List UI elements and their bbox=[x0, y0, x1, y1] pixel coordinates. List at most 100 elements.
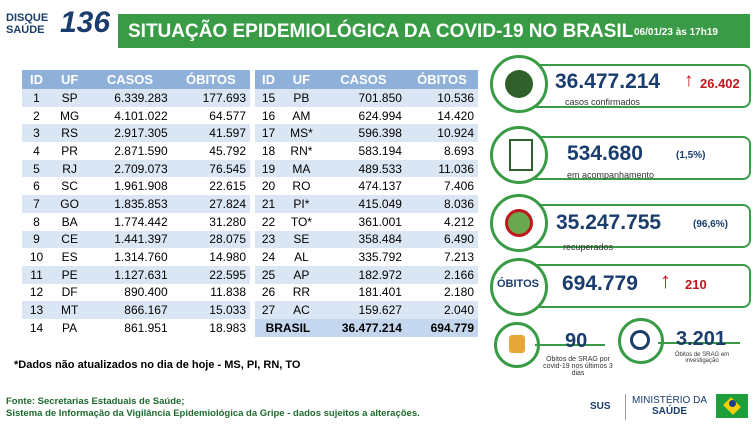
table-cell: 10.536 bbox=[405, 89, 478, 107]
table-row: 9 CE 1.441.397 28.075 bbox=[22, 230, 250, 249]
table-cell: AP bbox=[282, 265, 321, 284]
icon-srag bbox=[494, 322, 540, 368]
column-header: UF bbox=[51, 70, 89, 89]
table-row: 26 RR 181.401 2.180 bbox=[255, 284, 478, 302]
icon-recovered bbox=[490, 194, 548, 252]
table-cell: 1.835.853 bbox=[88, 195, 172, 213]
logo: DISQUE SAÚDE bbox=[6, 12, 48, 36]
table-cell: 1.961.908 bbox=[114, 179, 168, 194]
table-row: 27 AC 159.627 2.040 bbox=[255, 301, 478, 319]
icon-investigation bbox=[618, 318, 664, 364]
table-cell: 14.420 bbox=[437, 108, 474, 123]
table-cell: 20 bbox=[261, 179, 276, 194]
table-cell: SC bbox=[61, 179, 78, 194]
total-label: BRASIL bbox=[255, 318, 321, 337]
table-cell: AL bbox=[294, 250, 309, 265]
table-cell: 8 bbox=[33, 214, 40, 229]
table-row: 18 RN* 583.194 8.693 bbox=[255, 142, 478, 160]
table-cell: 7.213 bbox=[443, 250, 474, 265]
table-cell: 19 bbox=[255, 159, 283, 178]
table-cell: 596.398 bbox=[320, 124, 406, 143]
table-cell: 4 bbox=[33, 143, 40, 158]
table-cell: PA bbox=[62, 320, 78, 335]
recovered-percent: (96,6%) bbox=[693, 219, 729, 230]
table-cell: 64.577 bbox=[209, 108, 246, 123]
srag-value: 90 bbox=[565, 330, 588, 352]
table-cell: 76.545 bbox=[171, 159, 250, 178]
table-cell: 890.400 bbox=[124, 285, 168, 300]
table-left: ID UF CASOS ÓBITOS 1 SP 6.339.283 177.693 2 MG 4.1… bbox=[22, 70, 250, 337]
table-cell: 12 bbox=[29, 285, 44, 300]
table-cell: 27 bbox=[255, 301, 283, 319]
source: Fonte: Secretarias Estaduais de Saúde; S… bbox=[6, 396, 420, 420]
table-cell: PR bbox=[61, 143, 78, 158]
table-row: 16 AM 624.994 14.420 bbox=[255, 107, 478, 125]
table-cell: GO bbox=[51, 195, 89, 213]
table-cell: 18.983 bbox=[209, 320, 246, 335]
table-cell: MA bbox=[282, 159, 321, 178]
table-cell: 159.627 bbox=[320, 301, 406, 319]
table-cell: 489.533 bbox=[320, 159, 406, 178]
table-row: 19 MA 489.533 11.036 bbox=[255, 159, 478, 178]
table-row: 1 SP 6.339.283 177.693 bbox=[22, 89, 250, 107]
table-cell: 2.180 bbox=[443, 285, 474, 300]
table-cell: 1.127.631 bbox=[88, 265, 172, 284]
column-header: CASOS bbox=[88, 70, 172, 89]
table-cell: BA bbox=[61, 214, 78, 229]
header-row: ID UF CASOS ÓBITOS bbox=[22, 70, 250, 89]
table-cell: 583.194 bbox=[358, 143, 402, 158]
header-row: ID UF CASOS ÓBITOS bbox=[255, 70, 478, 89]
table-cell: RN* bbox=[290, 143, 313, 158]
column-header: ÓBITOS bbox=[405, 70, 478, 89]
table-cell: 11 bbox=[22, 265, 52, 284]
table-cell: 18 bbox=[261, 143, 276, 158]
note: *Dados não atualizados no dia de hoje - … bbox=[14, 359, 301, 371]
table-row: 15 PB 701.850 10.536 bbox=[255, 89, 478, 107]
recovered-value: 35.247.755 bbox=[556, 211, 662, 234]
table-cell: 7.406 bbox=[443, 179, 474, 194]
investigation-label: Óbitos de SRAG em investigação bbox=[674, 352, 730, 364]
table-row: 8 BA 1.774.442 31.280 bbox=[22, 213, 250, 231]
table-row: 13 MT 866.167 15.033 bbox=[22, 301, 250, 319]
table-row: 14 PA 861.951 18.983 bbox=[22, 319, 250, 337]
table-cell: 861.951 bbox=[124, 320, 168, 335]
timestamp: 06/01/23 às 17h19 bbox=[634, 27, 718, 38]
confirmed-value: 36.477.214 bbox=[555, 70, 661, 93]
monitoring-label: em acompanhamento bbox=[567, 170, 655, 180]
table-cell: 6 bbox=[33, 179, 40, 194]
title: SITUAÇÃO EPIDEMIOLÓGICA DA COVID-19 NO B… bbox=[128, 21, 634, 42]
table-cell: 2.709.073 bbox=[88, 159, 172, 178]
table-cell: 22.615 bbox=[209, 179, 246, 194]
table-cell: 11.838 bbox=[210, 285, 246, 300]
title-bar bbox=[118, 14, 750, 48]
column-header: ÓBITOS bbox=[171, 70, 250, 89]
arrow-up: ↑ bbox=[684, 70, 694, 91]
table-cell: 415.049 bbox=[320, 195, 406, 213]
table-cell: 45.792 bbox=[209, 143, 246, 158]
table-cell: 866.167 bbox=[88, 301, 172, 319]
table-cell: 16 bbox=[261, 108, 276, 123]
table-cell: 13 bbox=[22, 301, 52, 319]
confirmed-label: casos confirmados bbox=[565, 97, 641, 107]
table-cell: AC bbox=[282, 301, 321, 319]
table-cell: 2 bbox=[33, 108, 40, 123]
table-cell: 25 bbox=[255, 265, 283, 284]
table-cell: RJ bbox=[51, 159, 89, 178]
deaths-title: ÓBITOS bbox=[497, 278, 539, 290]
icon-clipboard bbox=[490, 126, 548, 184]
table-cell: 358.484 bbox=[320, 230, 406, 249]
monitoring-value: 534.680 bbox=[567, 142, 643, 165]
table-cell: RR bbox=[292, 285, 311, 300]
table-row: 4 PR 2.871.590 45.792 bbox=[22, 142, 250, 160]
table-cell: TO* bbox=[290, 214, 312, 229]
total-row: BRASIL 36.477.214 694.779 bbox=[255, 318, 478, 337]
table-cell: 27.824 bbox=[171, 195, 250, 213]
table-row: 23 SE 358.484 6.490 bbox=[255, 230, 478, 249]
logo-number: 136 bbox=[60, 6, 111, 39]
table-cell: 2.871.590 bbox=[114, 143, 168, 158]
table-row: 6 SC 1.961.908 22.615 bbox=[22, 177, 250, 195]
table-cell: 26 bbox=[261, 285, 276, 300]
card bbox=[525, 64, 751, 108]
table-row: 25 AP 182.972 2.166 bbox=[255, 265, 478, 284]
